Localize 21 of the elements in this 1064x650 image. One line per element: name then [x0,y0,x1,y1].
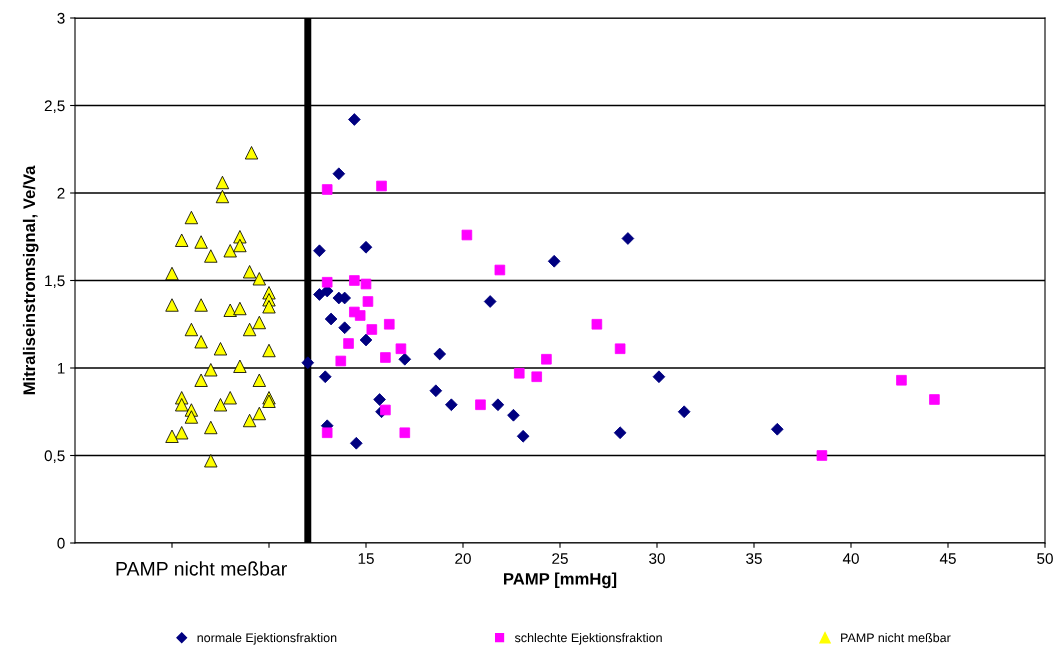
x-tick-label: 25 [552,553,568,564]
x-axis-title: PAMP [mmHg] [504,572,617,589]
y-tick-label: 0 [57,537,65,549]
y-tick-label: 1 [57,363,65,374]
y-tick-label: 2 [57,187,65,199]
text: PAMP nicht meßbar [116,561,287,576]
x-tick-label: 50 [1037,553,1053,564]
x-tick-label: 35 [746,553,762,564]
y-tick-label: 1,5 [45,275,65,288]
y-tick-label: 2,5 [44,100,65,113]
x-tick-label: 30 [649,553,665,564]
legend-label: schlechte Ejektionsfraktion [514,633,662,645]
y-axis-title: Mitraliseinstromsignal, Ve/Va [22,165,39,395]
x-tick-label: 20 [455,553,471,564]
x-tick-label: 45 [939,553,956,564]
x-tick-label: 15 [358,553,374,564]
legend-label: PAMP nicht meßbar [841,633,951,643]
y-tick-label: 0,5 [44,450,65,463]
y-tick-label: 3 [57,12,65,24]
x-tick-label: 40 [842,553,859,564]
legend-label: normale Ejektionsfraktion [197,633,337,645]
